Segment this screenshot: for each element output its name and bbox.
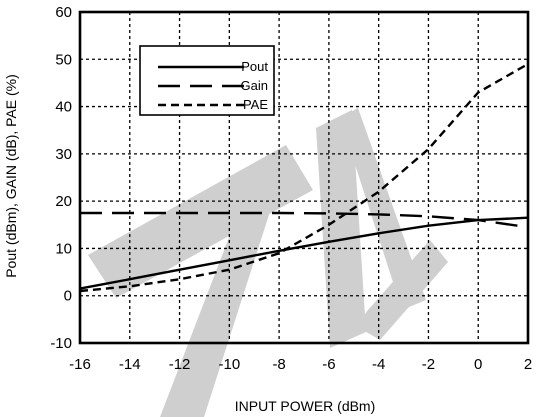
y-axis-ticks: -10 0 10 20 30 40 50 60 [50, 4, 72, 352]
x-tick-label: -2 [422, 356, 435, 373]
x-tick-label: -16 [69, 356, 91, 373]
series-line-pae [79, 62, 529, 293]
y-tick-label: -10 [50, 335, 72, 352]
x-tick-label: -14 [119, 356, 141, 373]
y-tick-label: 20 [55, 193, 72, 210]
watermark-letter-t-bar [88, 145, 313, 298]
x-tick-label: -12 [169, 356, 191, 373]
legend-label-gain: Gain [241, 78, 268, 93]
x-axis-ticks: -16 -14 -12 -10 -8 -6 -4 -2 0 2 [69, 356, 532, 373]
x-tick-label: -4 [372, 356, 385, 373]
x-tick-label: 2 [524, 356, 532, 373]
x-tick-label: -8 [272, 356, 285, 373]
legend-box [139, 45, 275, 116]
series-lines [79, 62, 529, 293]
x-tick-label: 0 [474, 356, 482, 373]
y-tick-label: 30 [55, 146, 72, 163]
y-tick-label: 40 [55, 99, 72, 116]
y-axis-title: Pout (dBm), GAIN (dB), PAE (%) [3, 74, 19, 278]
legend: Pout Gain PAE [139, 45, 275, 116]
y-tick-label: 10 [55, 240, 72, 257]
watermark-letter-e-top [340, 108, 426, 310]
plot-area-frame [78, 10, 530, 345]
y-tick-label: 60 [55, 4, 72, 21]
x-axis-title: INPUT POWER (dBm) [235, 398, 376, 414]
x-tick-label: -10 [218, 356, 240, 373]
watermark-letter-t-stem [160, 193, 276, 417]
y-tick-label: 0 [64, 288, 72, 305]
y-tick-label: 50 [55, 51, 72, 68]
series-line-gain [80, 211, 529, 229]
legend-label-pout: Pout [241, 59, 268, 74]
legend-label-pae: PAE [243, 97, 268, 112]
series-line-pout [79, 216, 529, 290]
x-tick-label: -6 [322, 356, 335, 373]
